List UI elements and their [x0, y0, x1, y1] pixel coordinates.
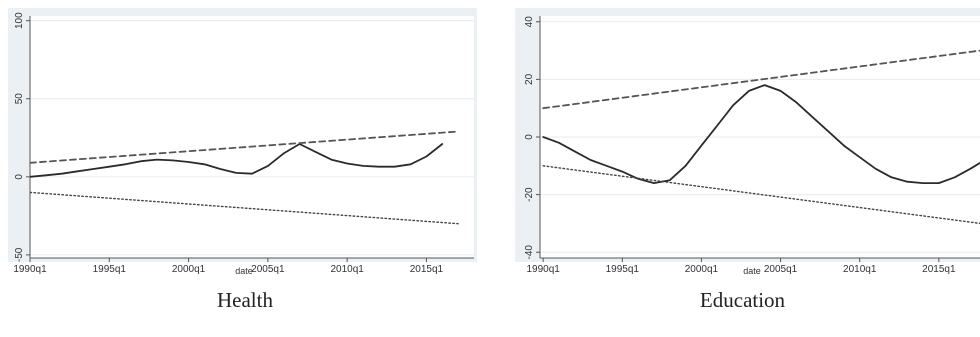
- y-tick-label: -50: [14, 247, 25, 262]
- x-tick-label: 1995q1: [93, 264, 127, 275]
- x-tick-label: 1995q1: [606, 264, 640, 275]
- x-tick-label: 2005q1: [764, 264, 798, 275]
- x-tick-label: 2000q1: [172, 264, 206, 275]
- x-tick-label: 2005q1: [251, 264, 285, 275]
- x-tick-label: 1990q1: [13, 264, 47, 275]
- education-panel: -40 -20 0 20 40 1990q1 1995q1 2000q1 2005q1 2010q…: [505, 0, 980, 290]
- y-tick-label: 100: [14, 12, 25, 29]
- y-tick-label: -40: [524, 245, 535, 260]
- x-axis-label: date: [743, 266, 761, 276]
- health-panel: -50 0 50 100 1990q1 1995q1 2000q1 2005q1 2010q1 2…: [0, 0, 490, 290]
- y-tick-label: 0: [524, 134, 535, 140]
- health-chart: -50 0 50 100 1990q1 1995q1 2000q1 2005q1 2010q1 2…: [0, 0, 490, 285]
- education-chart: -40 -20 0 20 40 1990q1 1995q1 2000q1 2005q1 2010q…: [505, 0, 980, 285]
- y-tick-label: 50: [14, 93, 25, 105]
- y-tick-label: 0: [14, 174, 25, 180]
- x-tick-label: 1990q1: [526, 264, 560, 275]
- x-axis-label: date: [235, 266, 253, 276]
- education-caption: Education: [505, 288, 980, 313]
- y-tick-label: 20: [524, 73, 535, 85]
- health-caption: Health: [0, 288, 490, 313]
- x-tick-label: 2010q1: [843, 264, 877, 275]
- plot-area: [30, 16, 474, 258]
- y-tick-label: 40: [524, 16, 535, 28]
- y-tick-label: -20: [524, 187, 535, 202]
- x-tick-label: 2010q1: [330, 264, 364, 275]
- x-tick-label: 2000q1: [685, 264, 719, 275]
- x-tick-label: 2015q1: [922, 264, 956, 275]
- x-tick-label: 2015q1: [410, 264, 444, 275]
